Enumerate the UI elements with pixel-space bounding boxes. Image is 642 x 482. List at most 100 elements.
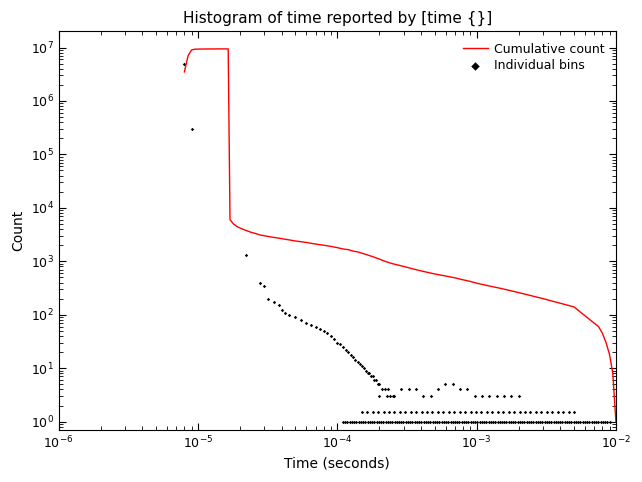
Individual bins	[432, 418, 442, 426]
Individual bins	[593, 418, 603, 426]
Legend: Cumulative count, Individual bins: Cumulative count, Individual bins	[458, 38, 610, 78]
Individual bins	[363, 418, 373, 426]
Individual bins	[506, 392, 516, 400]
Individual bins	[528, 418, 539, 426]
Cumulative count	[226, 217, 234, 223]
Individual bins	[418, 392, 428, 400]
Individual bins	[311, 323, 321, 331]
Individual bins	[437, 418, 447, 426]
Individual bins	[473, 418, 483, 426]
Individual bins	[367, 408, 377, 416]
Individual bins	[520, 408, 530, 416]
Individual bins	[345, 418, 355, 426]
Individual bins	[483, 418, 494, 426]
Individual bins	[301, 319, 311, 327]
Individual bins	[377, 386, 387, 393]
Cumulative count	[369, 254, 377, 260]
Individual bins	[575, 418, 586, 426]
Individual bins	[374, 418, 384, 426]
Individual bins	[589, 418, 599, 426]
Individual bins	[438, 408, 449, 416]
Cumulative count	[539, 296, 547, 302]
Individual bins	[494, 418, 505, 426]
Individual bins	[598, 418, 608, 426]
Individual bins	[533, 418, 543, 426]
Individual bins	[384, 408, 394, 416]
Individual bins	[546, 418, 557, 426]
Individual bins	[340, 346, 351, 354]
Individual bins	[335, 340, 345, 348]
Individual bins	[423, 418, 433, 426]
Individual bins	[383, 386, 393, 393]
Individual bins	[557, 418, 568, 426]
Individual bins	[512, 418, 523, 426]
Individual bins	[555, 418, 566, 426]
Individual bins	[491, 392, 501, 400]
Individual bins	[360, 418, 370, 426]
Individual bins	[535, 418, 545, 426]
Individual bins	[591, 418, 601, 426]
Individual bins	[449, 408, 460, 416]
Individual bins	[525, 408, 535, 416]
Individual bins	[395, 408, 405, 416]
Individual bins	[388, 392, 398, 400]
Individual bins	[369, 376, 379, 384]
Individual bins	[460, 408, 471, 416]
Individual bins	[503, 408, 514, 416]
Individual bins	[433, 386, 443, 393]
Individual bins	[602, 418, 612, 426]
Individual bins	[564, 418, 575, 426]
Individual bins	[385, 392, 395, 400]
Individual bins	[595, 418, 605, 426]
Individual bins	[268, 298, 279, 306]
Individual bins	[438, 418, 449, 426]
Individual bins	[477, 418, 487, 426]
Individual bins	[372, 418, 382, 426]
Cumulative count	[218, 46, 226, 52]
Individual bins	[338, 343, 348, 351]
Individual bins	[352, 358, 363, 366]
Individual bins	[465, 408, 476, 416]
Individual bins	[351, 418, 361, 426]
Individual bins	[514, 408, 525, 416]
Individual bins	[464, 418, 474, 426]
Individual bins	[392, 418, 402, 426]
Individual bins	[259, 282, 270, 290]
Individual bins	[497, 418, 507, 426]
Individual bins	[322, 329, 333, 337]
Individual bins	[447, 380, 458, 388]
Individual bins	[482, 418, 492, 426]
Individual bins	[566, 418, 577, 426]
Individual bins	[296, 316, 306, 324]
Individual bins	[389, 408, 399, 416]
Individual bins	[530, 418, 541, 426]
Individual bins	[396, 386, 406, 393]
Individual bins	[403, 386, 413, 393]
Individual bins	[372, 380, 383, 388]
Individual bins	[470, 418, 480, 426]
Individual bins	[484, 392, 494, 400]
Individual bins	[587, 418, 597, 426]
Individual bins	[526, 418, 536, 426]
Individual bins	[429, 418, 440, 426]
Individual bins	[440, 380, 450, 388]
Individual bins	[179, 60, 189, 67]
Y-axis label: Count: Count	[11, 210, 25, 251]
Individual bins	[361, 367, 371, 375]
Individual bins	[441, 418, 451, 426]
Individual bins	[542, 408, 552, 416]
Individual bins	[419, 418, 429, 426]
Individual bins	[433, 408, 443, 416]
Individual bins	[564, 408, 574, 416]
Individual bins	[351, 357, 361, 364]
Individual bins	[571, 418, 581, 426]
Individual bins	[342, 418, 352, 426]
Individual bins	[412, 418, 422, 426]
Individual bins	[273, 301, 284, 309]
Individual bins	[383, 418, 393, 426]
Individual bins	[443, 418, 453, 426]
Individual bins	[325, 332, 336, 340]
Individual bins	[488, 418, 498, 426]
Individual bins	[446, 418, 456, 426]
Individual bins	[544, 418, 554, 426]
